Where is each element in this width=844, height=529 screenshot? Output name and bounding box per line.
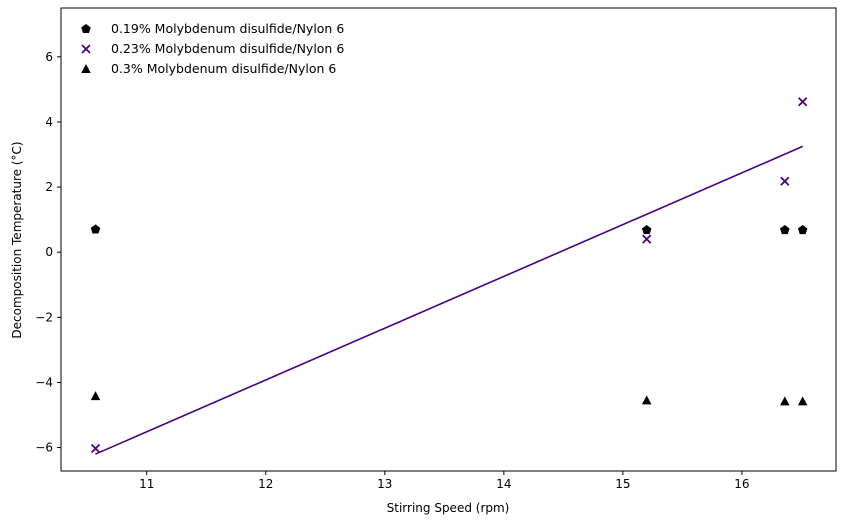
y-tick-label: −4	[35, 375, 53, 389]
x-axis-ticks: 11 12 13 14 15 16	[139, 471, 750, 491]
data-point-series-1	[797, 225, 808, 235]
legend-label-2: 0.23% Molybdenum disulfide/Nylon 6	[111, 41, 344, 56]
data-point-series-1	[641, 225, 652, 235]
data-point-series-2	[90, 443, 101, 454]
y-axis-ticks: −6 −4 −2 0 2 4 6	[35, 50, 61, 455]
data-point-series-2	[798, 97, 808, 107]
fit-line	[95, 145, 803, 455]
y-axis-label: Decomposition Temperature (°C)	[10, 141, 24, 338]
data-point-series-3	[641, 395, 652, 405]
x-tick-label: 11	[139, 477, 154, 491]
y-tick-label: 0	[45, 245, 53, 259]
x-tick-label: 14	[496, 477, 511, 491]
legend-label-1: 0.19% Molybdenum disulfide/Nylon 6	[111, 21, 344, 36]
data-point-series-1	[780, 225, 790, 235]
y-tick-label: 4	[45, 115, 53, 129]
points-layer	[90, 97, 808, 454]
x-tick-label: 15	[615, 477, 630, 491]
data-point-series-3	[797, 396, 808, 406]
legend-marker-3	[81, 64, 91, 73]
legend-marker-1	[81, 24, 91, 34]
y-tick-label: −6	[35, 441, 53, 455]
y-tick-label: −2	[35, 310, 53, 324]
data-point-series-3	[90, 391, 101, 401]
x-tick-label: 13	[377, 477, 392, 491]
data-point-series-3	[780, 396, 790, 406]
data-point-series-2	[642, 234, 652, 244]
x-axis-label: Stirring Speed (rpm)	[387, 501, 510, 515]
data-point-series-2	[780, 176, 790, 186]
y-tick-label: 2	[45, 180, 53, 194]
x-tick-label: 12	[258, 477, 273, 491]
legend-label-3: 0.3% Molybdenum disulfide/Nylon 6	[111, 61, 336, 76]
y-tick-label: 6	[45, 50, 53, 64]
fit-line-layer	[95, 145, 803, 455]
legend-marker-2	[81, 44, 91, 54]
legend: 0.19% Molybdenum disulfide/Nylon 6 0.23% …	[81, 21, 344, 76]
data-point-series-1	[90, 224, 101, 234]
x-tick-label: 16	[734, 477, 749, 491]
plot-area	[60, 7, 837, 472]
